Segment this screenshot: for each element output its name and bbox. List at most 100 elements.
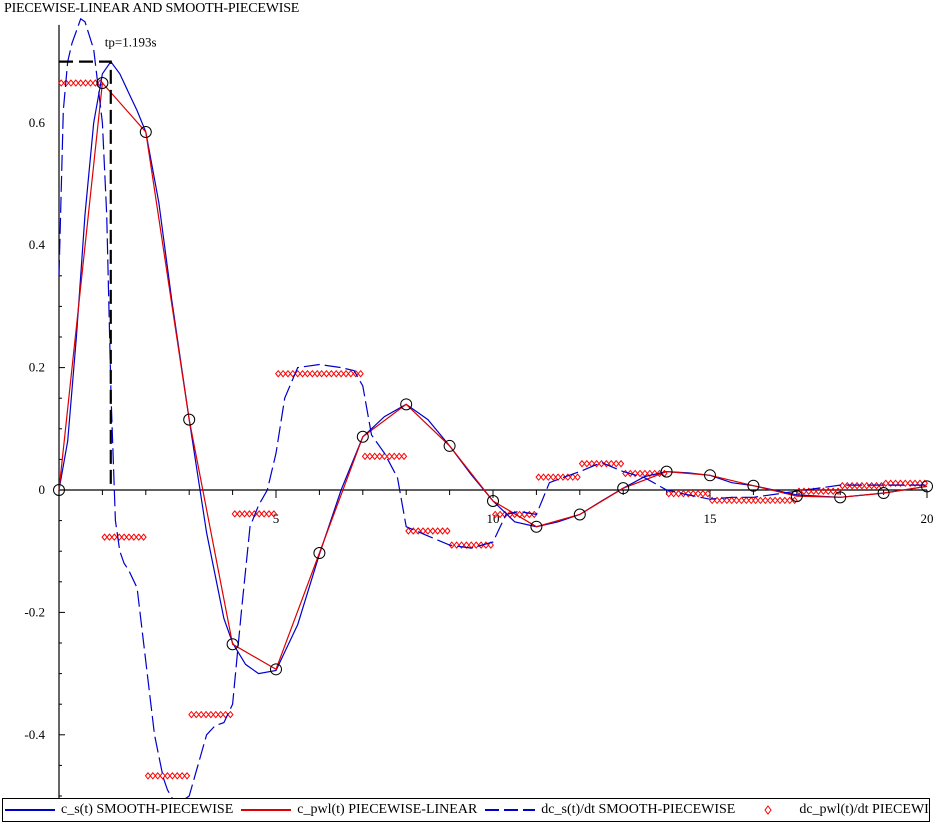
- dc-pwl-marker: [646, 469, 653, 478]
- legend-label: dc_pwl(t)/dt PIECEWISE-LINEAR: [799, 802, 929, 817]
- dc-pwl-marker: [414, 527, 422, 535]
- sample-point-marker: [660, 465, 673, 478]
- dc-pwl-marker: [357, 369, 364, 378]
- legend-swatch: [241, 809, 292, 811]
- dc-pwl-marker: [410, 527, 417, 535]
- y-tick-label: -0.2: [24, 604, 45, 619]
- dc-pwl-marker: [603, 459, 610, 468]
- dc-pwl-marker: [897, 479, 904, 488]
- sample-point-marker: [487, 495, 499, 508]
- legend-item: c_s(t) SMOOTH-PIECEWISE: [3, 802, 233, 818]
- series-layer: [58, 17, 928, 798]
- dc-pwl-marker: [101, 533, 108, 541]
- dc-pwl-marker: [776, 496, 784, 505]
- y-tick-label: 0.6: [29, 115, 46, 130]
- dc-pwl-marker: [87, 79, 94, 87]
- sample-point-marker: [877, 487, 890, 500]
- dc-pwl-marker: [386, 452, 393, 461]
- dc-pwl-marker: [718, 496, 726, 505]
- dc-pwl-marker: [424, 527, 432, 535]
- sample-point-marker: [313, 547, 326, 560]
- dc-pwl-marker: [545, 473, 552, 481]
- dc-pwl-marker: [217, 710, 224, 719]
- sample-point-marker: [356, 430, 369, 443]
- dc-pwl-marker: [574, 473, 581, 481]
- sample-point-marker: [53, 484, 65, 496]
- dc-pwl-marker: [458, 541, 465, 549]
- dc-pwl-marker: [473, 541, 480, 549]
- sample-point-marker: [834, 491, 847, 504]
- peak-time-label: tp=1.193s: [105, 35, 157, 50]
- dc-pwl-marker: [820, 487, 827, 496]
- chart-plot-area: 5 10 15 20 -0.4 -0.2 0 0.2 0.4 0.6 tp=1.193s: [24, 17, 934, 798]
- dc-pwl-marker: [352, 369, 359, 378]
- dc-pwl-marker: [444, 527, 451, 535]
- dc-pwl-marker: [743, 496, 750, 505]
- dc-pwl-marker: [593, 459, 600, 468]
- dc-pwl-marker: [463, 541, 470, 549]
- dc-pwl-marker: [554, 473, 562, 481]
- dc-pwl-marker: [299, 369, 306, 378]
- sample-point-marker: [747, 479, 760, 492]
- dc-pwl-marker: [188, 710, 195, 719]
- dc-pwl-marker: [786, 496, 793, 505]
- dc-pwl-marker: [77, 79, 84, 87]
- dc-pwl-marker: [169, 772, 176, 780]
- dc-pwl-marker: [347, 369, 355, 378]
- dc-pwl-marker: [815, 487, 822, 496]
- dc-pwl-marker: [265, 510, 273, 518]
- dc-pwl-marker: [342, 369, 350, 378]
- dc-pwl-marker: [289, 369, 296, 378]
- dc-pwl-marker: [882, 479, 889, 488]
- legend-swatch: [5, 809, 55, 811]
- dc-pwl-marker: [125, 533, 133, 541]
- dc-pwl-marker: [434, 527, 441, 535]
- legend: c_s(t) SMOOTH-PIECEWISE c_pwl(t) PIECEWIS…: [2, 798, 930, 822]
- dc-pwl-marker: [612, 459, 620, 468]
- y-tick-label: -0.4: [24, 727, 45, 742]
- dc-pwl-marker: [82, 79, 89, 87]
- dc-pwl-marker: [429, 527, 436, 535]
- dc-pwl-marker: [496, 510, 504, 519]
- dc-pwl-marker: [149, 772, 157, 780]
- sample-markers-layer: [53, 77, 933, 676]
- dc-pwl-marker: [130, 533, 138, 541]
- legend-item: dc_s(t)/dt SMOOTH-PIECEWISE: [483, 802, 735, 818]
- dc-pwl-marker: [834, 487, 842, 496]
- dc-pwl-marker: [270, 510, 277, 518]
- dc-pwl-marker: [748, 496, 755, 505]
- sample-point-marker: [573, 508, 586, 521]
- dc-pwl-marker: [781, 496, 789, 505]
- sample-point-marker: [443, 439, 456, 452]
- dc-pwl-marker: [665, 489, 672, 498]
- dc-pwl-marker: [314, 369, 321, 378]
- dc-pwl-marker: [391, 452, 398, 461]
- dc-pwl-marker: [275, 369, 282, 378]
- dc-pwl-marker: [829, 487, 837, 496]
- sample-point-marker: [226, 638, 239, 651]
- dc-pwl-marker: [241, 510, 248, 518]
- legend-label: c_s(t) SMOOTH-PIECEWISE: [61, 802, 234, 817]
- x-tick-label: 5: [273, 511, 280, 526]
- dc-pwl-marker: [550, 473, 557, 481]
- dc-pwl-marker: [810, 487, 817, 496]
- dc-pwl-marker: [569, 473, 576, 481]
- dc-pwl-marker: [366, 452, 374, 461]
- dc-pwl-marker: [309, 369, 316, 378]
- dc-pwl-marker: [376, 452, 383, 461]
- dc-pwl-marker: [207, 710, 215, 719]
- y-tick-label: 0.4: [29, 237, 46, 252]
- dc-pwl-marker: [284, 369, 292, 378]
- dc-pwl-marker: [318, 369, 325, 378]
- dc-pwl-marker: [328, 369, 335, 378]
- dc-pwl-marker: [154, 772, 161, 780]
- legend-swatch: [764, 805, 772, 815]
- series-c-s-t-smooth-piecewise: [58, 60, 928, 675]
- dc-pwl-marker: [767, 496, 774, 505]
- dc-pwl-marker: [516, 510, 523, 519]
- dc-pwl-marker: [723, 496, 730, 505]
- dc-pwl-marker: [453, 541, 460, 549]
- dc-pwl-marker: [120, 533, 128, 541]
- sample-point-marker: [530, 520, 543, 533]
- dc-pwl-marker: [631, 469, 639, 478]
